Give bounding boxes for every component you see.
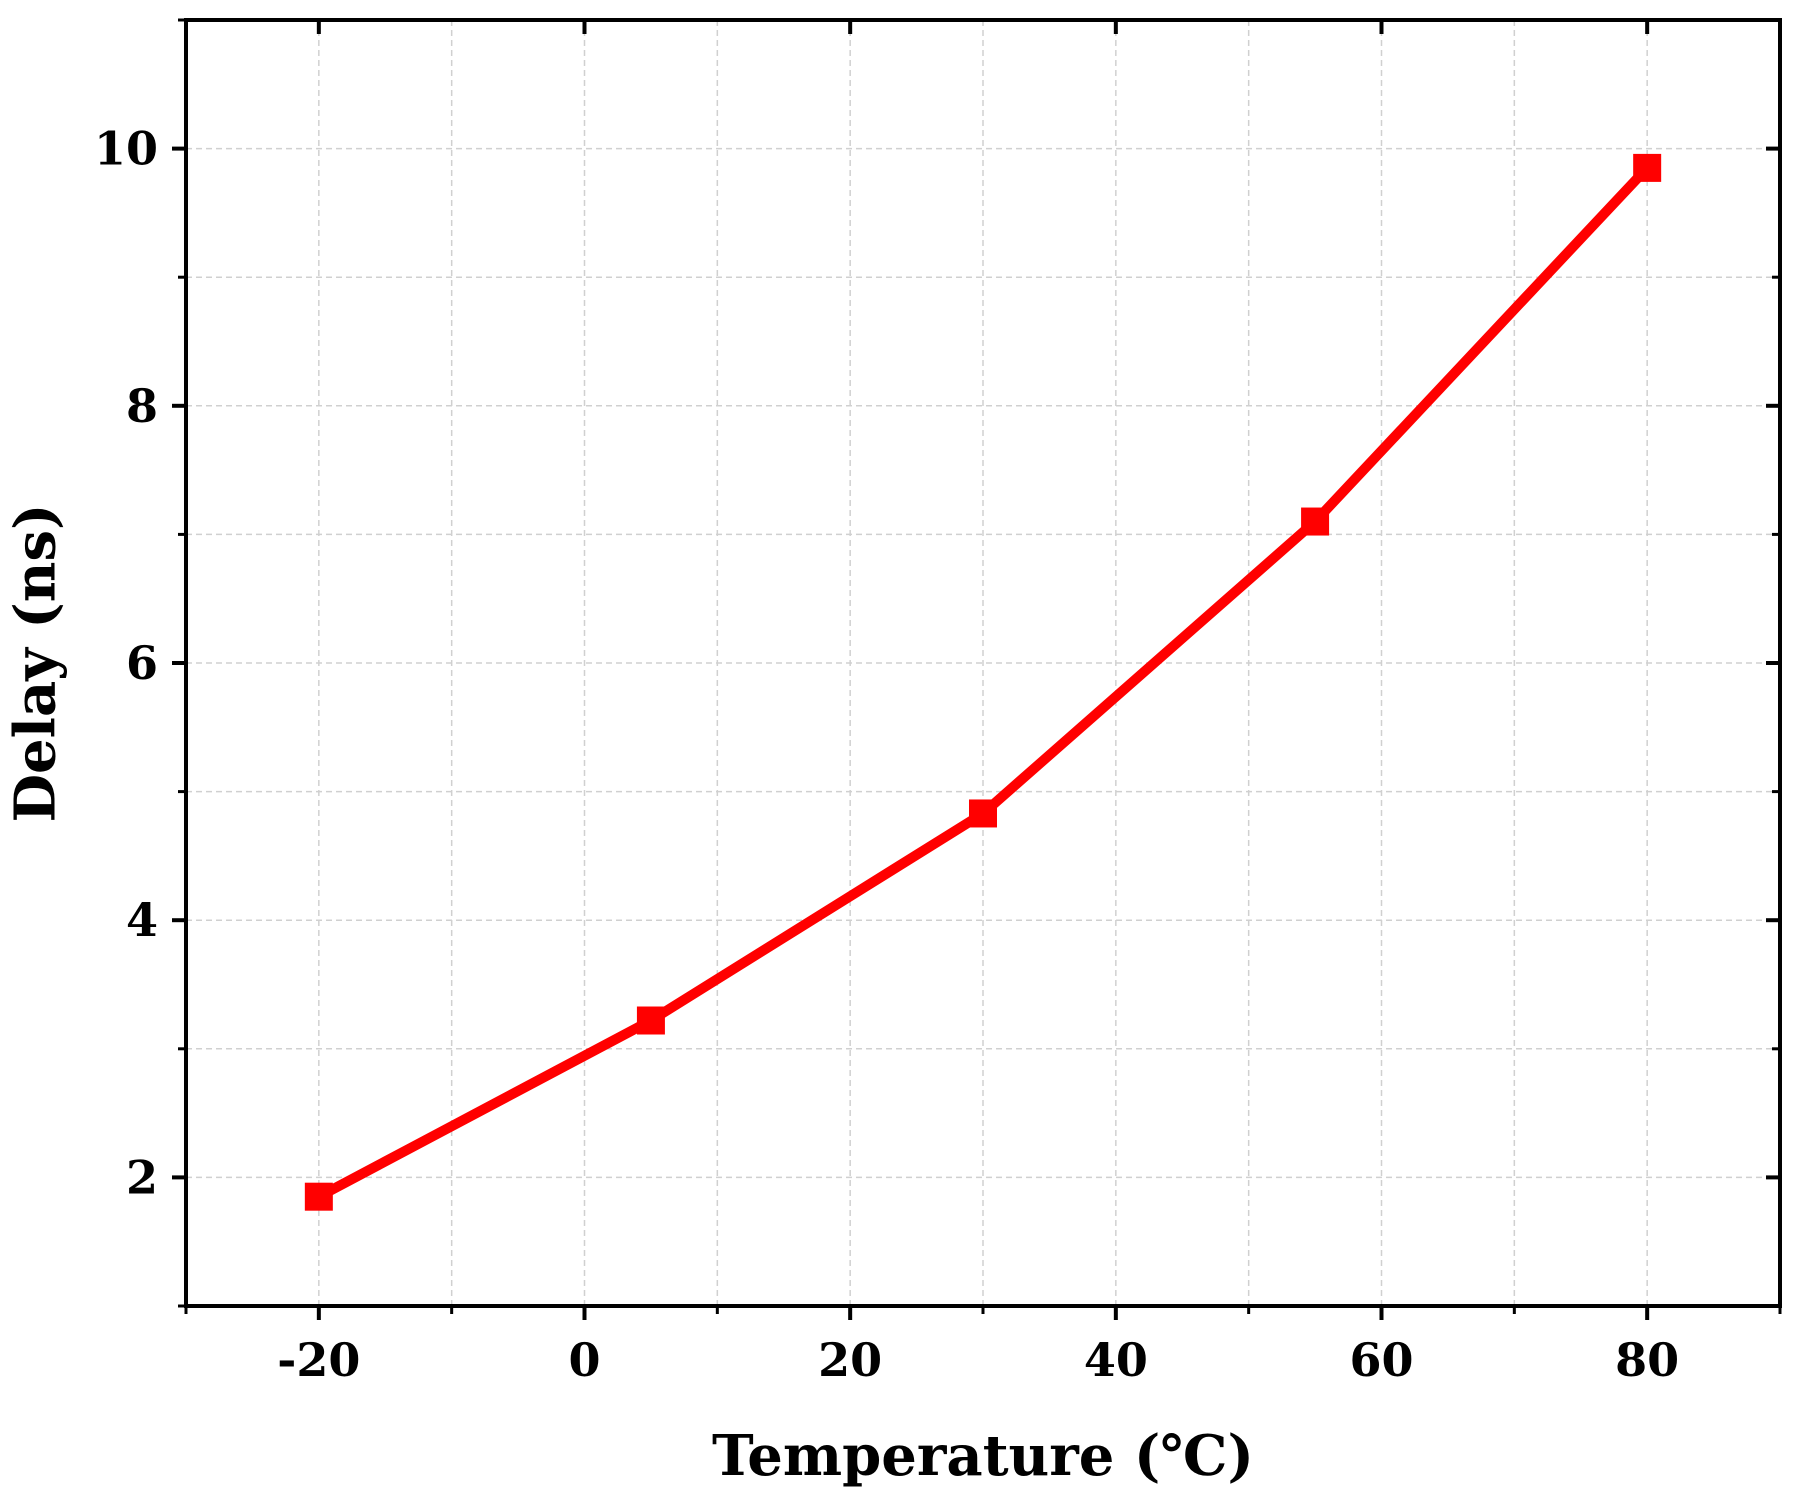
series-layer — [304, 153, 1662, 1211]
data-point-marker — [969, 799, 997, 828]
tick-labels: -20 0 20 40 60 80 2 4 6 8 10 — [94, 122, 1679, 1387]
x-tick-label: 40 — [1084, 1333, 1148, 1387]
data-point-marker — [1633, 153, 1662, 182]
x-axis-title: Temperature (℃) — [712, 1423, 1254, 1489]
y-axis-title: Delay (ns) — [3, 503, 69, 822]
data-point-marker — [636, 1006, 665, 1035]
y-tick-label: 10 — [94, 122, 158, 176]
axis-ticks — [172, 18, 1782, 1320]
grid-lines — [186, 20, 1780, 1306]
x-tick-label: 0 — [568, 1333, 600, 1387]
x-tick-label: 20 — [818, 1333, 882, 1387]
y-tick-label: 8 — [126, 379, 158, 433]
y-tick-label: 4 — [126, 893, 158, 947]
data-point-marker — [304, 1182, 333, 1211]
data-point-marker — [1301, 507, 1330, 536]
y-tick-label: 2 — [126, 1150, 158, 1204]
y-tick-label: 6 — [126, 636, 158, 690]
x-tick-label: 60 — [1349, 1333, 1413, 1387]
x-tick-label: 80 — [1615, 1333, 1679, 1387]
x-tick-label: -20 — [277, 1333, 360, 1387]
